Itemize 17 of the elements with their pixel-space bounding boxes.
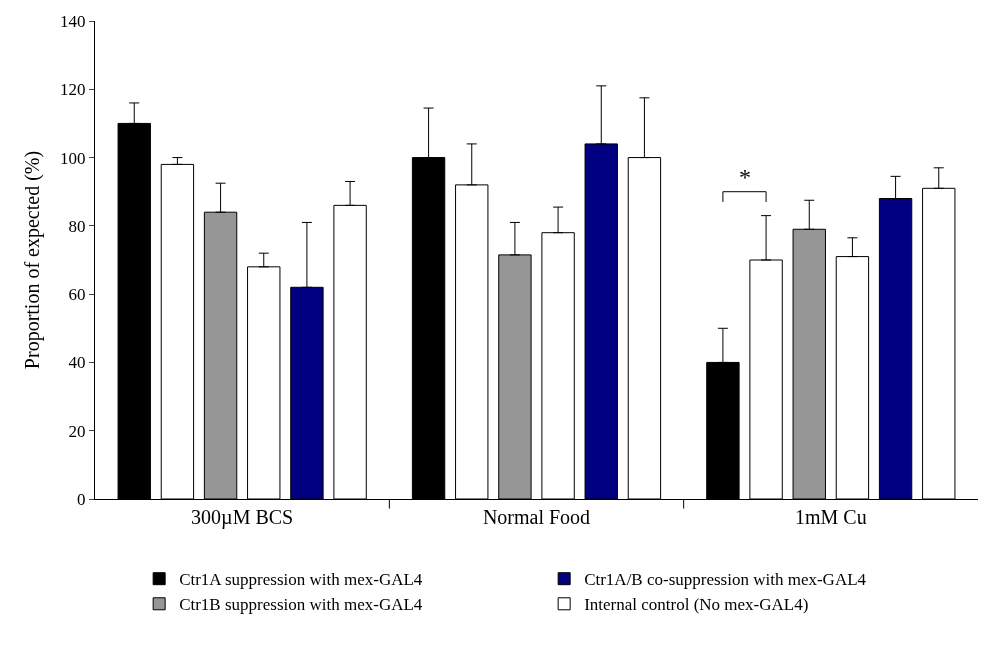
y-tick-label: 100 xyxy=(60,148,86,168)
annotation: * xyxy=(739,164,751,190)
legend-label: Ctr1B suppression with mex-GAL4 xyxy=(179,595,423,615)
y-tick-label: 60 xyxy=(68,285,86,305)
y-tick-label: 140 xyxy=(60,11,86,31)
legend-label: Ctr1A/B co-suppression with mex-GAL4 xyxy=(584,570,867,590)
y-tick-label: 120 xyxy=(60,80,86,100)
legend-label: Internal control (No mex-GAL4) xyxy=(584,595,809,615)
legend-label: Ctr1A suppression with mex-GAL4 xyxy=(179,570,423,590)
x-tick-label: 300µM BCS xyxy=(191,506,294,529)
y-tick-label: 40 xyxy=(68,353,86,373)
x-tick-label: 1mM Cu xyxy=(794,506,867,528)
y-tick-label: 0 xyxy=(77,489,86,509)
y-axis-title: Proportion of expected (%) xyxy=(20,150,44,370)
y-tick-label: 20 xyxy=(68,421,86,441)
x-tick-label: Normal Food xyxy=(482,506,591,528)
y-tick-label: 80 xyxy=(68,216,86,236)
